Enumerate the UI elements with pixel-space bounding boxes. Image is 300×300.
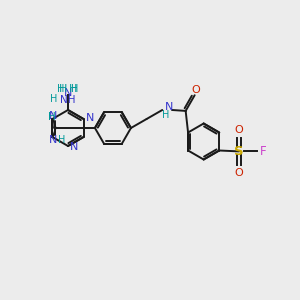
Text: O: O: [235, 168, 243, 178]
Text: H: H: [58, 135, 65, 145]
Text: N: N: [48, 135, 57, 145]
Text: H: H: [57, 84, 65, 94]
Text: F: F: [260, 145, 266, 158]
Text: H: H: [49, 112, 56, 122]
Text: N: N: [48, 111, 57, 121]
Text: H: H: [50, 94, 58, 104]
Text: N: N: [70, 142, 78, 152]
Text: N: N: [85, 113, 94, 123]
Text: O: O: [235, 125, 243, 135]
Text: N: N: [64, 88, 72, 98]
Text: N: N: [165, 102, 173, 112]
Text: H: H: [69, 84, 77, 94]
Text: H: H: [59, 84, 67, 94]
Text: H: H: [71, 84, 79, 94]
Text: H: H: [162, 110, 169, 120]
Text: O: O: [191, 85, 200, 95]
Text: NH: NH: [60, 95, 76, 105]
Text: S: S: [234, 145, 244, 158]
